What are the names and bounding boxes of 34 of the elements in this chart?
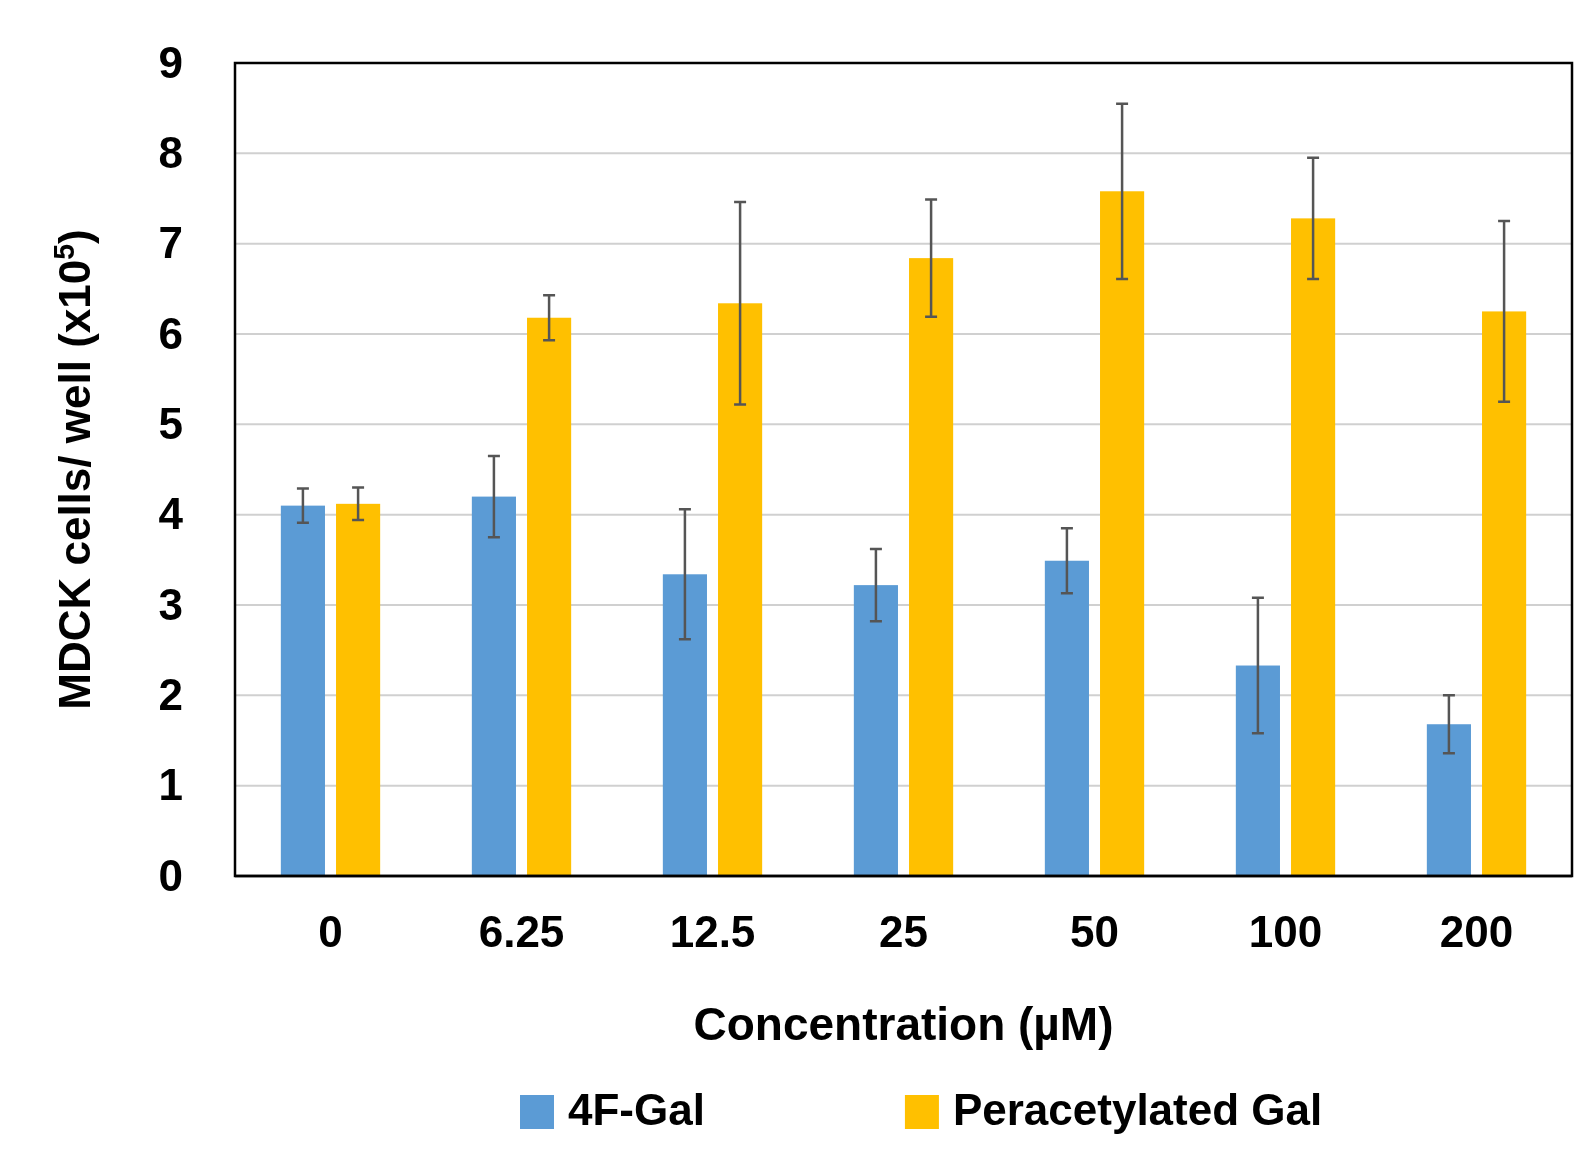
- x-tick-label: 6.25: [478, 906, 565, 956]
- y-tick-label: 9: [158, 37, 183, 87]
- bar: [1044, 560, 1089, 876]
- x-tick-label: 0: [318, 906, 343, 956]
- y-tick-label: 2: [158, 669, 183, 719]
- y-tick-label: 3: [158, 579, 183, 629]
- y-tick-label: 5: [158, 398, 183, 448]
- bar: [853, 585, 898, 876]
- x-tick-label: 200: [1439, 906, 1514, 956]
- bar: [336, 503, 381, 876]
- legend-label: Peracetylated Gal: [952, 1085, 1323, 1134]
- bar: [1100, 191, 1145, 876]
- y-tick-label: 6: [158, 308, 183, 358]
- bar: [280, 505, 325, 876]
- y-tick-label: 1: [158, 760, 183, 810]
- y-tick-label: 8: [158, 127, 183, 177]
- bar: [1235, 665, 1280, 876]
- bar: [1426, 724, 1471, 876]
- x-tick-label: 25: [879, 906, 928, 956]
- legend-label: 4F-Gal: [568, 1085, 705, 1134]
- y-tick-label: 7: [158, 218, 183, 268]
- bar: [718, 303, 763, 876]
- bar: [471, 496, 516, 876]
- bar: [527, 317, 572, 876]
- bar: [1291, 218, 1336, 876]
- x-tick-label: 50: [1070, 906, 1119, 956]
- bar: [1482, 311, 1527, 876]
- bar: [662, 574, 707, 876]
- x-tick-label: 100: [1248, 906, 1323, 956]
- bar: [909, 258, 954, 876]
- x-tick-label: 12.5: [669, 906, 756, 956]
- x-axis-title: Concentration (µM): [693, 998, 1114, 1050]
- y-tick-label: 4: [158, 489, 184, 539]
- y-tick-label: 0: [158, 850, 183, 900]
